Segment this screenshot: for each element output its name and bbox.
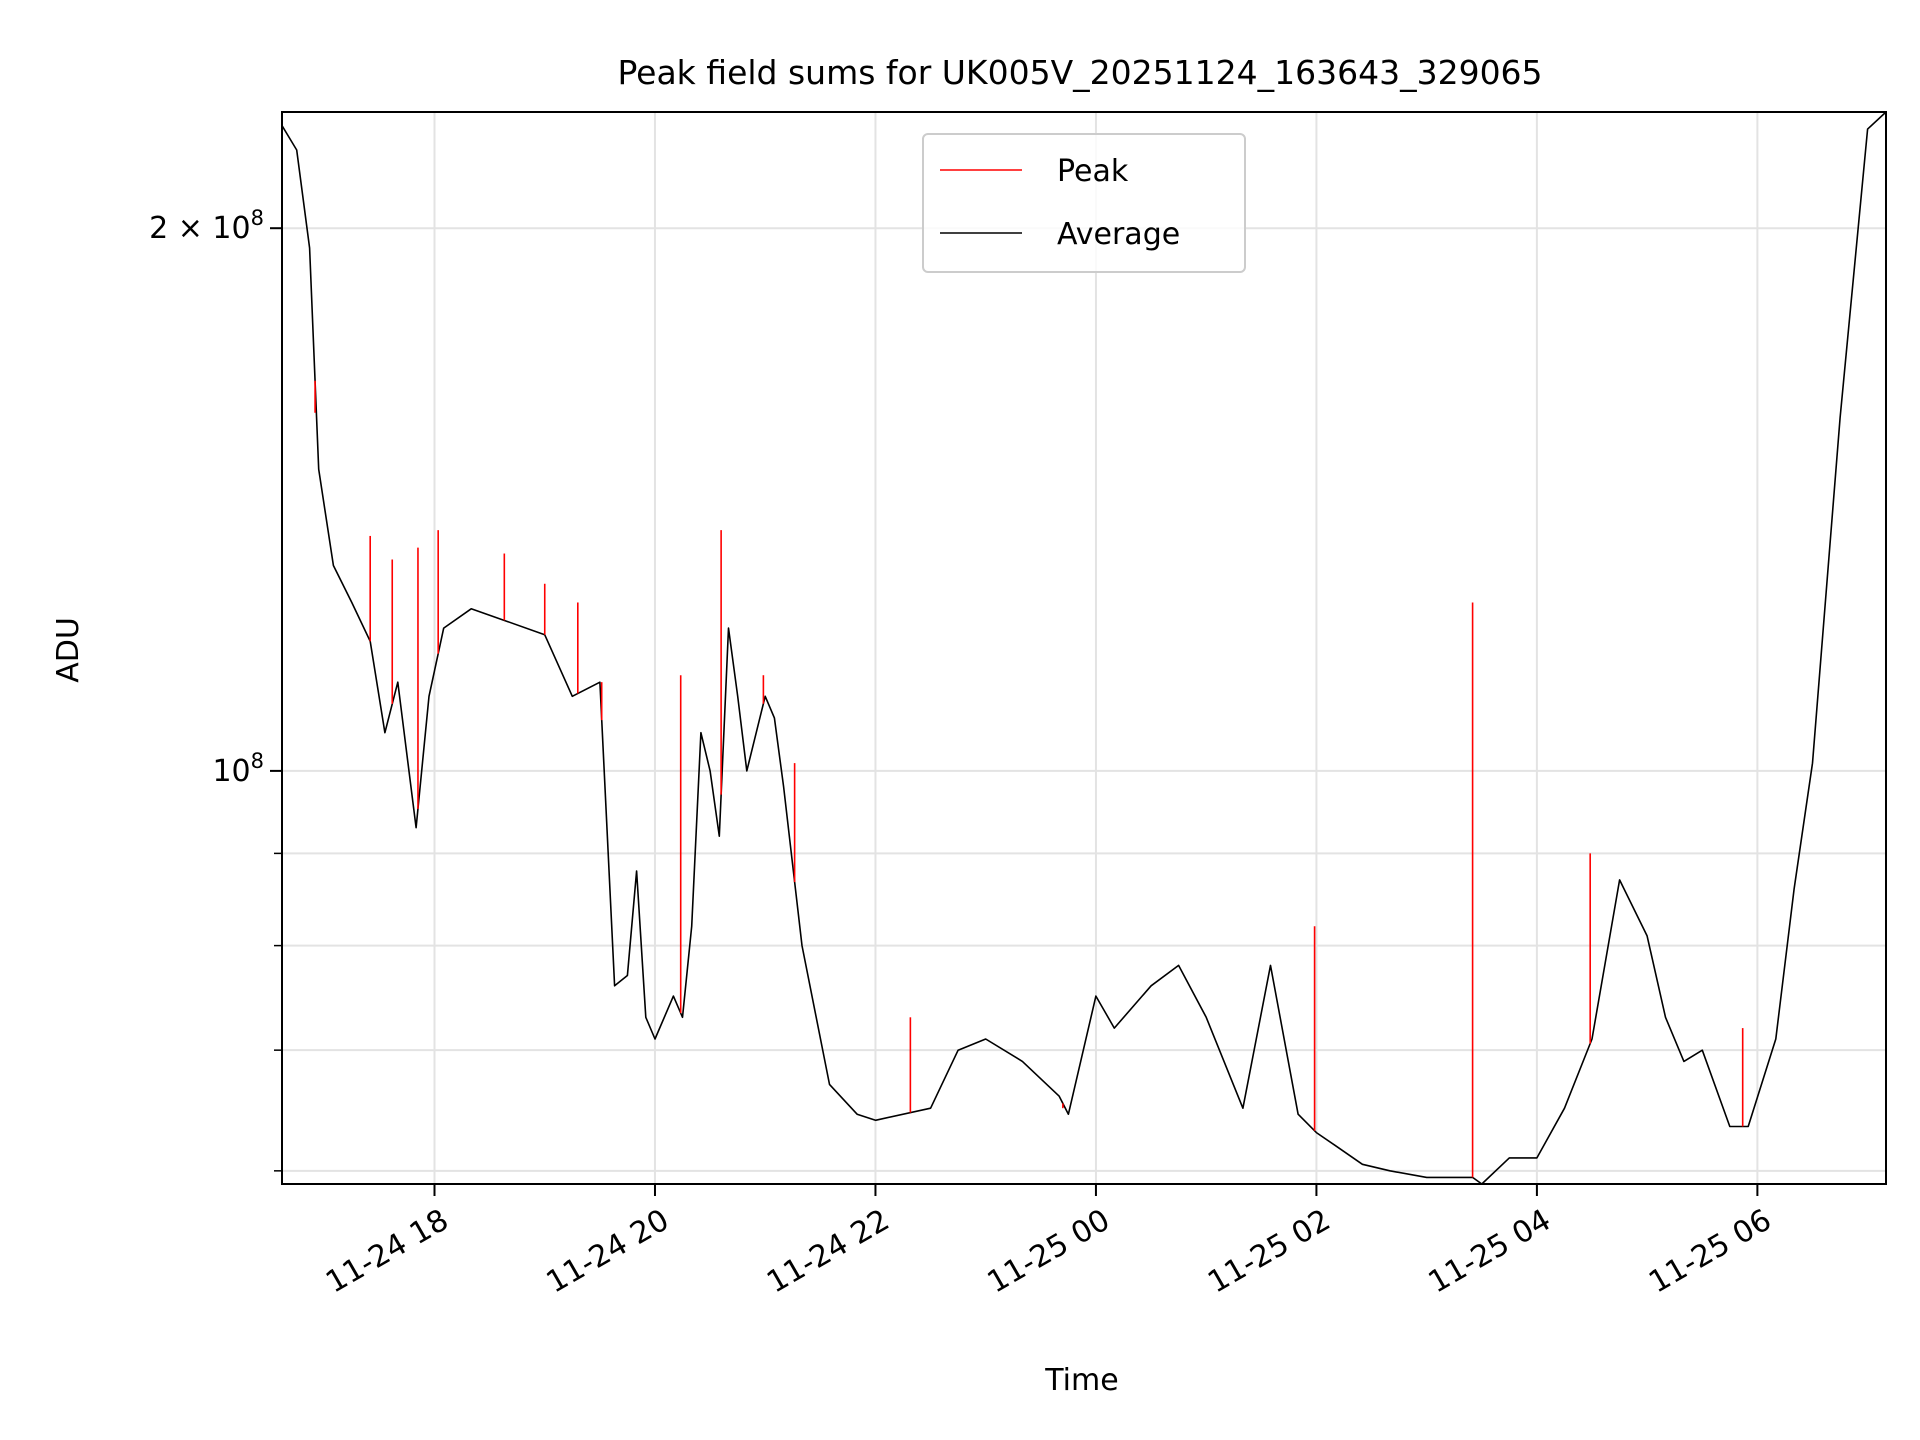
legend-label-average: Average [1057, 217, 1180, 252]
legend-box [922, 133, 1246, 273]
plot-frame [281, 111, 1887, 1185]
y-axis: 108 2 × 108 [149, 206, 282, 1172]
series-line-average [281, 111, 1887, 1185]
chart-title: Peak field sums for UK005V_20251124_1636… [617, 53, 1542, 92]
series-layer [281, 111, 1887, 1185]
legend: Peak Average [922, 133, 1246, 273]
y-axis-label: ADU [51, 617, 86, 683]
legend-label-peak: Peak [1057, 154, 1129, 189]
y-tick-label: 2 × 108 [149, 206, 264, 246]
x-axis-label: Time [1044, 1363, 1118, 1398]
y-tick-label: 108 [212, 749, 264, 789]
